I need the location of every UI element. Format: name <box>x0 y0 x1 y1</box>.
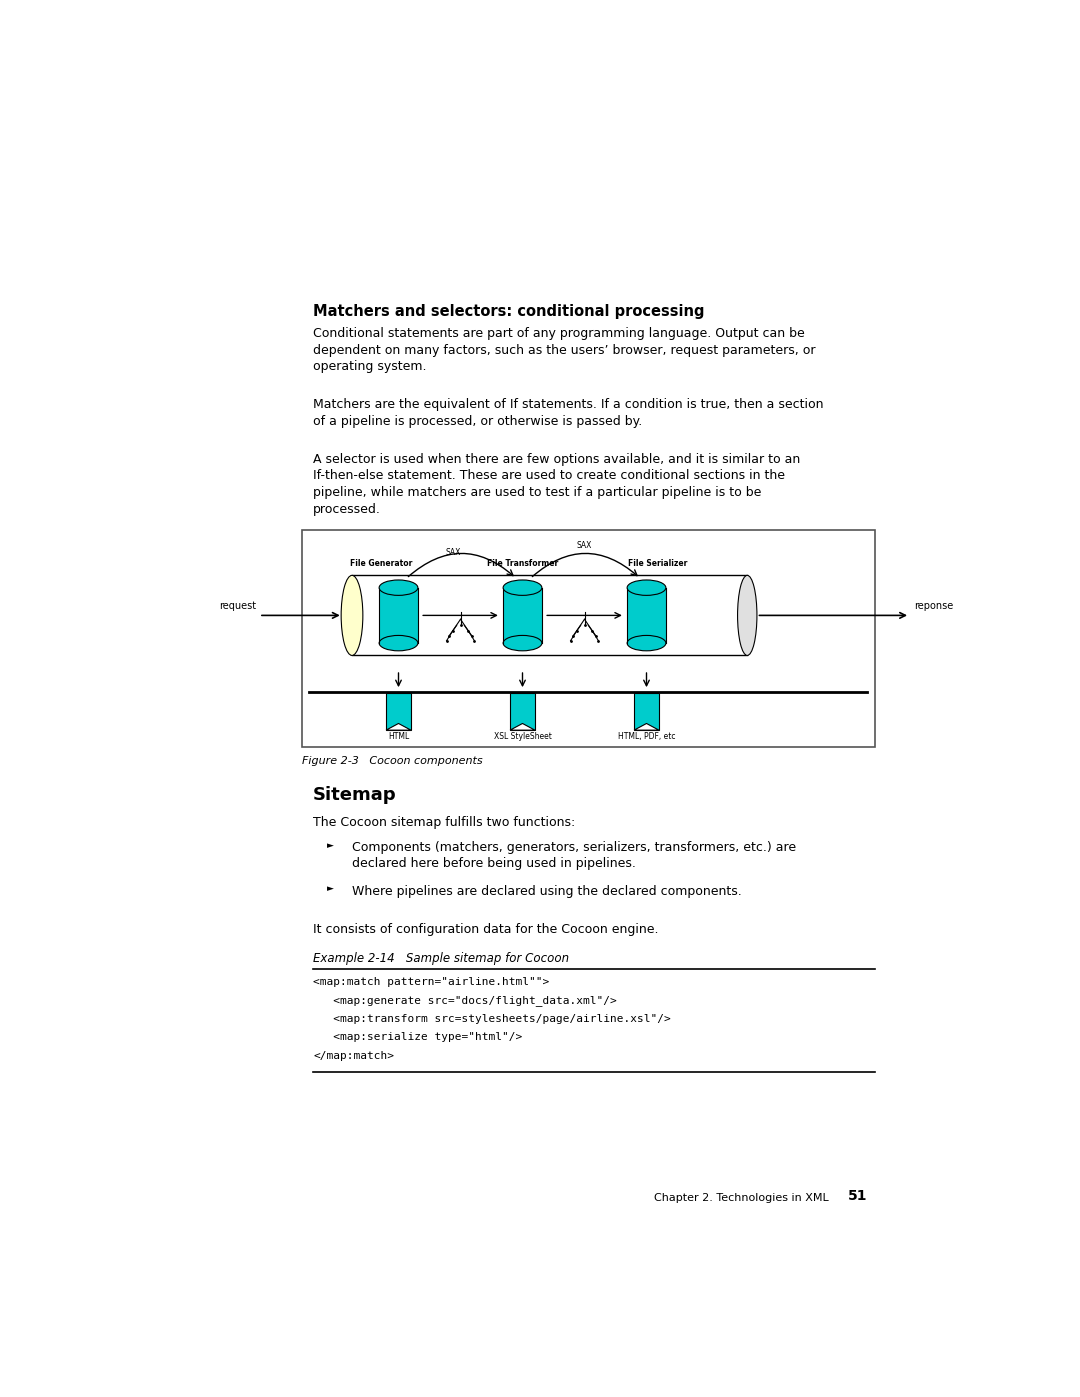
Text: File Transformer: File Transformer <box>487 559 558 567</box>
Text: 51: 51 <box>848 1189 867 1203</box>
Text: request: request <box>219 601 256 610</box>
Ellipse shape <box>379 636 418 651</box>
Text: Conditional statements are part of any programming language. Output can be: Conditional statements are part of any p… <box>313 327 805 339</box>
Text: </map:match>: </map:match> <box>313 1051 394 1060</box>
Text: If-then-else statement. These are used to create conditional sections in the: If-then-else statement. These are used t… <box>313 469 785 482</box>
Text: <map:transform src=stylesheets/page/airline.xsl"/>: <map:transform src=stylesheets/page/airl… <box>313 1014 671 1024</box>
Text: The Cocoon sitemap fulfills two functions:: The Cocoon sitemap fulfills two function… <box>313 816 576 830</box>
Text: ►: ► <box>327 884 334 894</box>
Text: of a pipeline is processed, or otherwise is passed by.: of a pipeline is processed, or otherwise… <box>313 415 643 427</box>
Ellipse shape <box>627 580 666 595</box>
Text: Sitemap: Sitemap <box>313 785 396 803</box>
Text: HTML: HTML <box>388 732 409 740</box>
Text: SAX: SAX <box>445 548 460 557</box>
Text: <map:serialize type="html"/>: <map:serialize type="html"/> <box>313 1032 523 1042</box>
Text: SAX: SAX <box>577 541 592 550</box>
Text: It consists of configuration data for the Cocoon engine.: It consists of configuration data for th… <box>313 922 659 936</box>
Text: File Generator: File Generator <box>350 559 413 567</box>
Polygon shape <box>510 724 535 731</box>
Bar <box>503 588 542 643</box>
Bar <box>627 588 666 643</box>
Text: HTML, PDF, etc: HTML, PDF, etc <box>618 732 675 740</box>
Text: <map:generate src="docs/flight_data.xml"/>: <map:generate src="docs/flight_data.xml"… <box>313 995 617 1006</box>
Text: Matchers and selectors: conditional processing: Matchers and selectors: conditional proc… <box>313 305 705 319</box>
Ellipse shape <box>341 576 363 655</box>
Text: Example 2-14   Sample sitemap for Cocoon: Example 2-14 Sample sitemap for Cocoon <box>313 953 569 965</box>
Text: <map:match pattern="airline.html"">: <map:match pattern="airline.html""> <box>313 977 550 986</box>
Text: Matchers are the equivalent of If statements. If a condition is true, then a sec: Matchers are the equivalent of If statem… <box>313 398 824 411</box>
Text: pipeline, while matchers are used to test if a particular pipeline is to be: pipeline, while matchers are used to tes… <box>313 486 761 499</box>
Polygon shape <box>634 724 659 731</box>
Text: File Serializer: File Serializer <box>629 559 688 567</box>
Bar <box>379 588 418 643</box>
Text: declared here before being used in pipelines.: declared here before being used in pipel… <box>352 858 636 870</box>
Text: Figure 2-3   Cocoon components: Figure 2-3 Cocoon components <box>301 756 483 767</box>
Bar <box>510 693 535 731</box>
Text: dependent on many factors, such as the users’ browser, request parameters, or: dependent on many factors, such as the u… <box>313 344 815 356</box>
Polygon shape <box>387 724 410 731</box>
Text: operating system.: operating system. <box>313 360 427 373</box>
Text: processed.: processed. <box>313 503 381 515</box>
Ellipse shape <box>627 636 666 651</box>
Text: reponse: reponse <box>914 601 954 610</box>
Text: XSL StyleSheet: XSL StyleSheet <box>494 732 552 740</box>
Text: ►: ► <box>327 841 334 849</box>
Text: Components (matchers, generators, serializers, transformers, etc.) are: Components (matchers, generators, serial… <box>352 841 796 854</box>
Ellipse shape <box>738 576 757 655</box>
Text: A selector is used when there are few options available, and it is similar to an: A selector is used when there are few op… <box>313 453 800 467</box>
Ellipse shape <box>503 636 542 651</box>
Text: Chapter 2. Technologies in XML: Chapter 2. Technologies in XML <box>653 1193 828 1203</box>
Bar <box>387 693 410 731</box>
Text: Where pipelines are declared using the declared components.: Where pipelines are declared using the d… <box>352 884 742 897</box>
Bar <box>301 529 875 747</box>
Bar <box>634 693 659 731</box>
Ellipse shape <box>379 580 418 595</box>
Ellipse shape <box>503 580 542 595</box>
